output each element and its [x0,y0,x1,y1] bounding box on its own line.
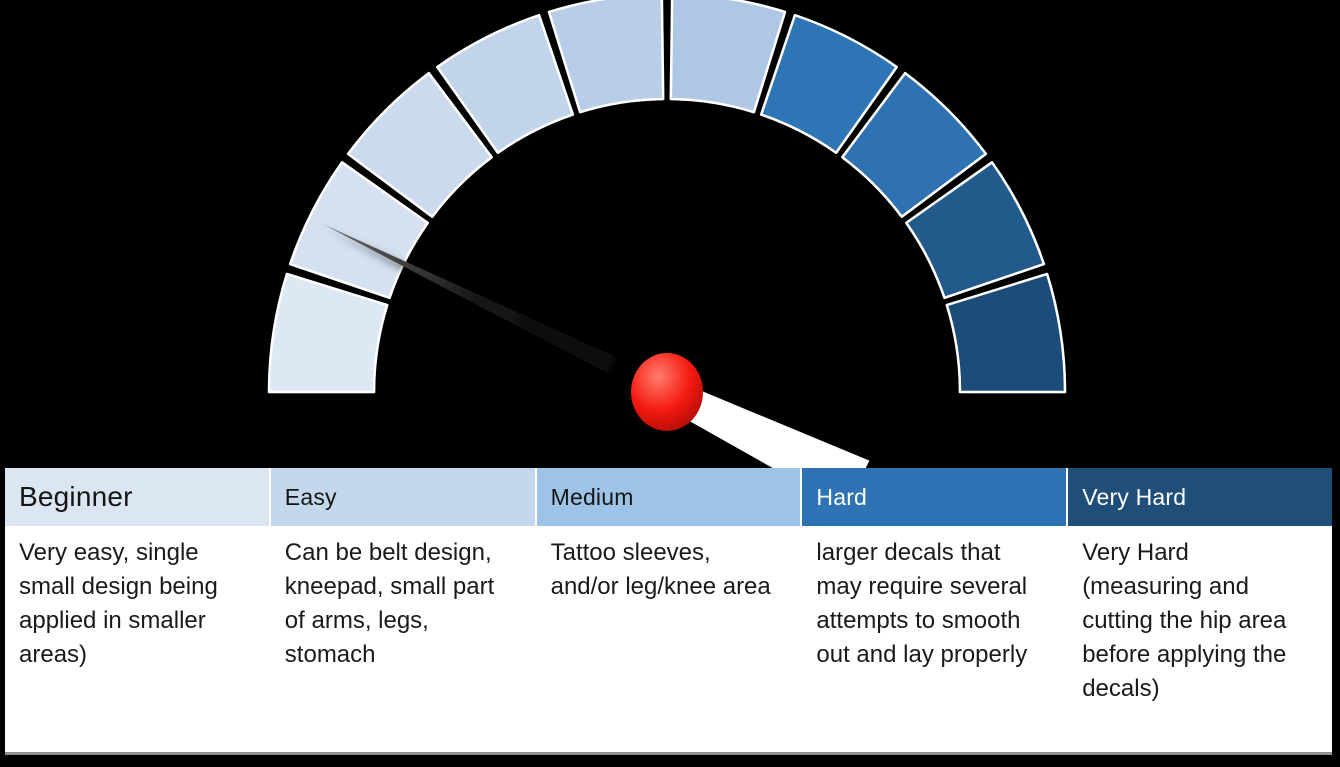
table-body-row: Very easy, single small design being app… [5,528,1332,752]
gauge-segment-8 [841,71,988,218]
header-easy: Easy [270,468,535,526]
gauge-segment-6 [669,0,787,114]
gauge-segment-1 [267,272,389,394]
gauge-segment-9 [905,161,1046,300]
cell-hard: larger decals that may require several a… [816,539,1028,668]
header-hard: Hard [802,468,1067,526]
gauge-segment-4 [436,13,575,154]
cell-beginner: Very easy, single small design being app… [19,539,218,668]
gauge-segment-10 [945,272,1067,394]
header-very-hard: Very Hard [1068,468,1332,526]
needle-hub [631,353,703,431]
table-header-row: Beginner Easy Medium Hard Very Hard [5,468,1332,526]
gauge-arc-segments [267,0,1067,394]
header-beginner: Beginner [5,468,269,526]
gauge-segment-2 [288,161,429,300]
cell-medium: Tattoo sleeves, and/or leg/knee area [550,539,771,600]
cell-very-hard: Very Hard (measuring and cutting the hip… [1082,539,1287,702]
gauge-segment-3 [346,71,493,218]
cell-easy: Can be belt design, kneepad, small part … [284,539,495,668]
needle [323,224,672,402]
header-medium: Medium [536,468,801,526]
gauge-segment-7 [759,13,898,154]
gauge-segment-5 [547,0,665,114]
difficulty-legend-table: Beginner Easy Medium Hard Very Hard Very… [5,468,1332,755]
